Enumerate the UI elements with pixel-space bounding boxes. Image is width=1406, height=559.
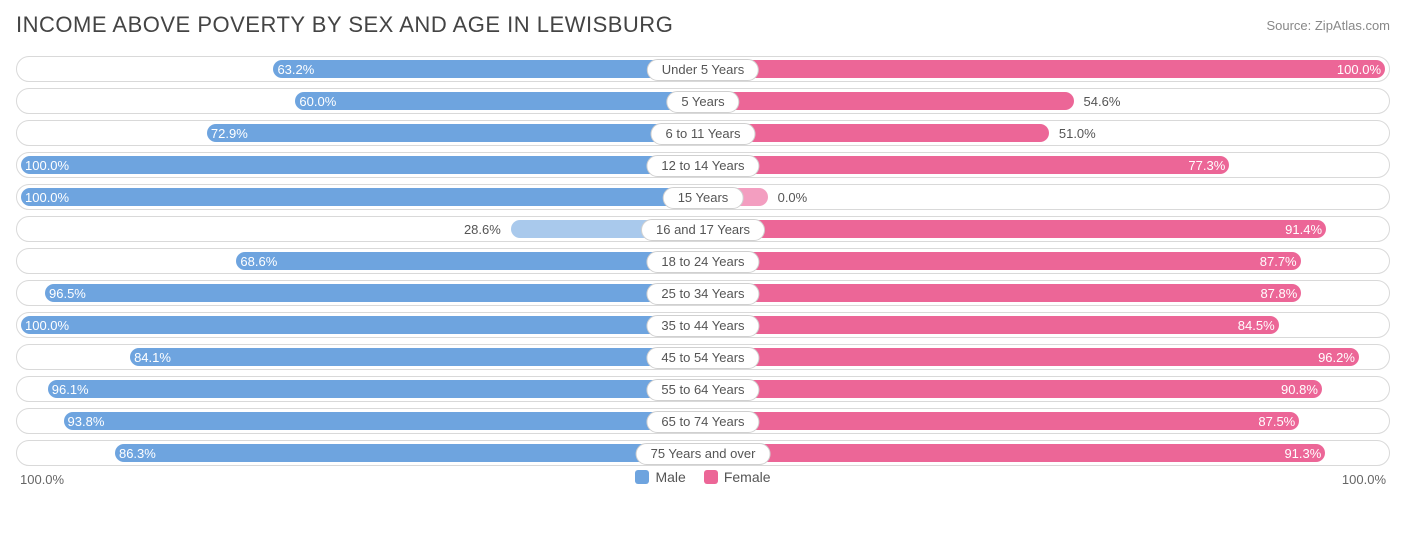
- category-label: 16 and 17 Years: [641, 219, 765, 241]
- chart-row: 63.2% 100.0% Under 5 Years: [16, 56, 1390, 82]
- male-value-label: 84.1%: [134, 345, 171, 371]
- female-bar: [703, 220, 1326, 238]
- chart-row: 28.6% 91.4% 16 and 17 Years: [16, 216, 1390, 242]
- male-bar: [115, 444, 703, 462]
- category-label: 5 Years: [666, 91, 739, 113]
- source-attribution: Source: ZipAtlas.com: [1266, 12, 1390, 33]
- female-value-label: 84.5%: [1238, 313, 1275, 339]
- chart-row: 60.0% 54.6% 5 Years: [16, 88, 1390, 114]
- female-bar: [703, 316, 1279, 334]
- chart-row: 100.0% 77.3% 12 to 14 Years: [16, 152, 1390, 178]
- male-bar: [236, 252, 703, 270]
- chart-row: 68.6% 87.7% 18 to 24 Years: [16, 248, 1390, 274]
- category-label: 25 to 34 Years: [646, 283, 759, 305]
- female-value-label: 91.4%: [1285, 217, 1322, 243]
- female-value-label: 54.6%: [1084, 89, 1121, 115]
- female-value-label: 0.0%: [778, 185, 808, 211]
- female-bar: [703, 92, 1074, 110]
- legend-male: Male: [635, 469, 685, 485]
- female-value-label: 51.0%: [1059, 121, 1096, 147]
- swatch-female: [704, 470, 718, 484]
- female-value-label: 87.5%: [1258, 409, 1295, 435]
- chart-row: 96.1% 90.8% 55 to 64 Years: [16, 376, 1390, 402]
- female-value-label: 87.7%: [1260, 249, 1297, 275]
- female-bar: [703, 252, 1301, 270]
- category-label: Under 5 Years: [647, 59, 759, 81]
- female-value-label: 87.8%: [1260, 281, 1297, 307]
- diverging-bar-chart: 63.2% 100.0% Under 5 Years 60.0% 54.6% 5 Year…: [16, 56, 1390, 466]
- female-bar: [703, 156, 1229, 174]
- male-bar: [130, 348, 703, 366]
- female-bar: [703, 60, 1385, 78]
- chart-row: 86.3% 91.3% 75 Years and over: [16, 440, 1390, 466]
- male-value-label: 100.0%: [25, 185, 69, 211]
- male-value-label: 100.0%: [25, 313, 69, 339]
- legend: Male Female: [16, 469, 1390, 485]
- male-bar: [45, 284, 703, 302]
- female-value-label: 96.2%: [1318, 345, 1355, 371]
- category-label: 65 to 74 Years: [646, 411, 759, 433]
- category-label: 45 to 54 Years: [646, 347, 759, 369]
- female-value-label: 77.3%: [1188, 153, 1225, 179]
- chart-row: 96.5% 87.8% 25 to 34 Years: [16, 280, 1390, 306]
- male-bar: [207, 124, 703, 142]
- chart-title: INCOME ABOVE POVERTY BY SEX AND AGE IN L…: [16, 12, 673, 38]
- axis-right-label: 100.0%: [1342, 472, 1386, 487]
- chart-row: 100.0% 84.5% 35 to 44 Years: [16, 312, 1390, 338]
- category-label: 75 Years and over: [636, 443, 771, 465]
- female-bar: [703, 412, 1299, 430]
- category-label: 35 to 44 Years: [646, 315, 759, 337]
- male-bar: [21, 316, 703, 334]
- male-value-label: 100.0%: [25, 153, 69, 179]
- legend-male-label: Male: [655, 469, 685, 485]
- category-label: 55 to 64 Years: [646, 379, 759, 401]
- male-bar: [21, 156, 703, 174]
- chart-row: 93.8% 87.5% 65 to 74 Years: [16, 408, 1390, 434]
- male-value-label: 86.3%: [119, 441, 156, 467]
- category-label: 18 to 24 Years: [646, 251, 759, 273]
- male-bar: [48, 380, 703, 398]
- female-bar: [703, 348, 1359, 366]
- chart-row: 72.9% 51.0% 6 to 11 Years: [16, 120, 1390, 146]
- category-label: 6 to 11 Years: [651, 123, 756, 145]
- male-bar: [273, 60, 703, 78]
- male-value-label: 96.1%: [52, 377, 89, 403]
- male-value-label: 63.2%: [277, 57, 314, 83]
- category-label: 12 to 14 Years: [646, 155, 759, 177]
- female-value-label: 90.8%: [1281, 377, 1318, 403]
- legend-female-label: Female: [724, 469, 771, 485]
- male-value-label: 28.6%: [464, 217, 501, 243]
- male-value-label: 93.8%: [68, 409, 105, 435]
- female-bar: [703, 444, 1325, 462]
- male-bar: [295, 92, 703, 110]
- male-value-label: 68.6%: [240, 249, 277, 275]
- male-value-label: 60.0%: [299, 89, 336, 115]
- female-value-label: 91.3%: [1284, 441, 1321, 467]
- axis-left-label: 100.0%: [20, 472, 64, 487]
- chart-row: 84.1% 96.2% 45 to 54 Years: [16, 344, 1390, 370]
- male-bar: [64, 412, 703, 430]
- chart-row: 100.0% 0.0% 15 Years: [16, 184, 1390, 210]
- category-label: 15 Years: [663, 187, 744, 209]
- swatch-male: [635, 470, 649, 484]
- male-value-label: 72.9%: [211, 121, 248, 147]
- male-bar: [21, 188, 703, 206]
- male-value-label: 96.5%: [49, 281, 86, 307]
- female-value-label: 100.0%: [1337, 57, 1381, 83]
- female-bar: [703, 380, 1322, 398]
- female-bar: [703, 284, 1301, 302]
- legend-female: Female: [704, 469, 771, 485]
